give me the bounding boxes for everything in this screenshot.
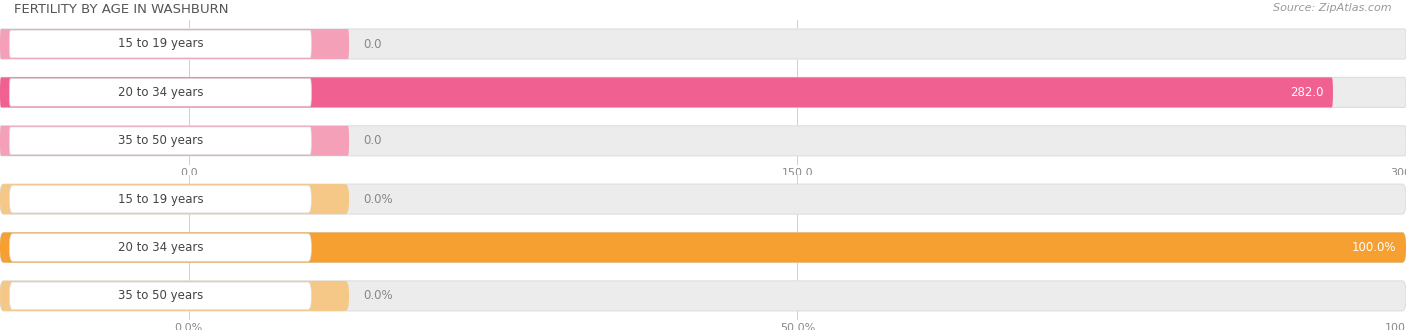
FancyBboxPatch shape [0,78,1406,107]
Text: 0.0: 0.0 [364,38,382,50]
Text: FERTILITY BY AGE IN WASHBURN: FERTILITY BY AGE IN WASHBURN [14,3,229,16]
FancyBboxPatch shape [10,127,311,154]
Text: 20 to 34 years: 20 to 34 years [118,86,202,99]
FancyBboxPatch shape [0,233,1406,262]
Text: 15 to 19 years: 15 to 19 years [118,38,204,50]
Text: Source: ZipAtlas.com: Source: ZipAtlas.com [1274,3,1392,13]
FancyBboxPatch shape [0,126,1406,156]
FancyBboxPatch shape [0,29,349,59]
FancyBboxPatch shape [0,281,1406,311]
FancyBboxPatch shape [10,30,311,58]
FancyBboxPatch shape [0,29,1406,59]
Text: 20 to 34 years: 20 to 34 years [118,241,202,254]
Text: 35 to 50 years: 35 to 50 years [118,134,202,147]
FancyBboxPatch shape [0,126,349,156]
Text: 0.0%: 0.0% [364,289,394,302]
Text: 100.0%: 100.0% [1351,241,1396,254]
FancyBboxPatch shape [0,184,349,214]
Text: 0.0: 0.0 [364,134,382,147]
Text: 35 to 50 years: 35 to 50 years [118,289,202,302]
FancyBboxPatch shape [10,79,311,106]
FancyBboxPatch shape [10,282,311,310]
FancyBboxPatch shape [10,185,311,213]
FancyBboxPatch shape [10,234,311,261]
FancyBboxPatch shape [0,281,349,311]
Text: 0.0%: 0.0% [364,193,394,206]
FancyBboxPatch shape [0,184,1406,214]
Text: 15 to 19 years: 15 to 19 years [118,193,204,206]
Text: 282.0: 282.0 [1289,86,1323,99]
FancyBboxPatch shape [0,78,1333,107]
FancyBboxPatch shape [0,233,1406,262]
